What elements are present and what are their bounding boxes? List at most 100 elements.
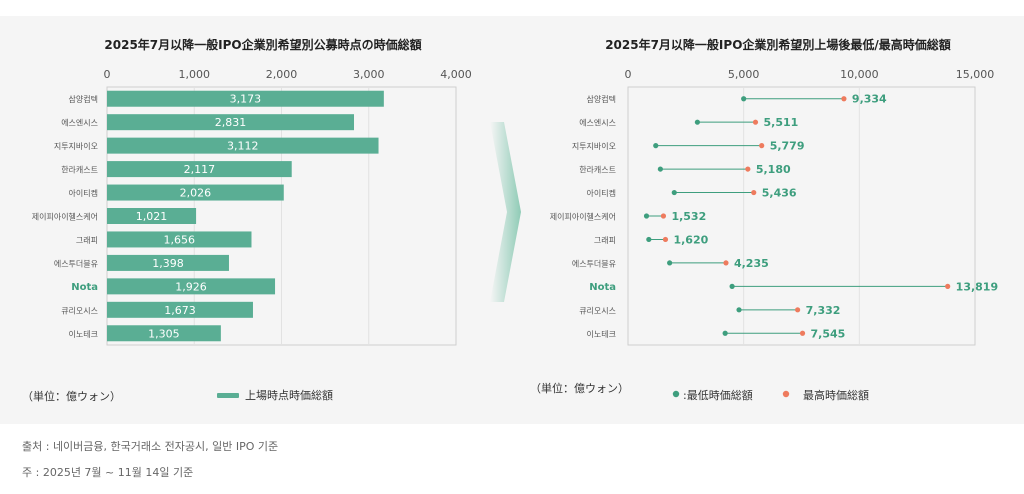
right-unit-label: （単位：億ウォン）: [530, 381, 629, 395]
min-dot: [657, 166, 663, 172]
max-dot: [745, 166, 751, 172]
category-label: Nota: [71, 282, 98, 293]
max-dot: [841, 96, 847, 102]
x-tick-label: 2,000: [266, 68, 298, 81]
min-dot: [643, 213, 650, 219]
left-bars: 3,173 2,831 3,112 2,117 2,026 1,021 1,656 1,398…: [107, 90, 384, 342]
category-label: 에스투더블유: [54, 258, 98, 268]
transition-arrow: [490, 122, 521, 302]
min-dot: [741, 96, 747, 102]
left-category-axis: 삼양컴텍에스엔시스지투지바이오한라캐스트아이티켐제이피아이헬스케어그래피에스투더…: [32, 94, 98, 339]
date-note: 주 : 2025년 7월 ~ 11월 14일 기준: [22, 466, 194, 479]
right-legend-max-dot: [782, 390, 790, 398]
min-dot: [722, 330, 728, 336]
category-label: 삼양컴텍: [587, 94, 616, 104]
category-label: 제이피아이헬스케어: [550, 212, 616, 222]
right-legend-min-dot: [672, 390, 680, 398]
left-unit-label: （単位：億ウォン）: [22, 389, 121, 403]
category-label: 그래피: [594, 236, 616, 245]
category-label: 한라캐스트: [579, 166, 616, 175]
min-dot: [646, 236, 652, 243]
x-tick-label: 3,000: [353, 68, 385, 81]
x-tick-label: 0: [625, 68, 632, 81]
bar: [107, 325, 221, 342]
max-value-label: 5,511: [763, 116, 798, 129]
left-chart-title: 2025年7月以降一般IPO企業別希望別公募時点の時価総額: [104, 37, 421, 52]
category-label: Nota: [589, 282, 616, 293]
right-chart: 2025年7月以降一般IPO企業別希望別上場後最低/最高時価総額 0 5,000 1…: [530, 37, 998, 402]
bar: [107, 254, 229, 271]
right-chart-title: 2025年7月以降一般IPO企業別希望別上場後最低/最高時価総額: [605, 37, 951, 52]
category-label: 큐리오시스: [61, 306, 98, 315]
bar-value-label: 1,926: [175, 280, 207, 293]
right-category-axis: 삼양컴텍에스엔시스지투지바이오한라캐스트아이티켐제이피아이헬스케어그래피에스투더…: [550, 94, 616, 339]
bar: [107, 184, 284, 201]
bar-value-label: 2,831: [215, 116, 247, 129]
bar: [107, 231, 252, 248]
source-note: 출처 : 네이버금융, 한국거래소 전자공시, 일반 IPO 기준: [22, 440, 279, 453]
max-dot: [751, 189, 757, 196]
bar-value-label: 1,021: [136, 210, 168, 223]
left-legend-label: 上場時点時価総額: [245, 388, 333, 402]
category-label: 큐리오시스: [579, 306, 616, 315]
x-tick-label: 10,000: [840, 68, 879, 81]
bar: [107, 278, 276, 295]
category-label: 지투지바이오: [572, 141, 616, 151]
bar: [107, 301, 253, 318]
max-value-label: 5,779: [770, 140, 805, 153]
right-x-axis: 0 5,000 10,000 15,000: [625, 68, 995, 345]
max-value-label: 1,532: [671, 210, 706, 223]
max-value-label: 7,545: [811, 327, 846, 340]
x-tick-label: 0: [104, 68, 111, 81]
max-dot: [660, 213, 667, 219]
category-label: 에스엔시스: [61, 118, 98, 128]
left-legend-swatch: [217, 393, 239, 398]
max-dot: [799, 330, 806, 336]
category-label: 한라캐스트: [61, 166, 98, 175]
max-dot: [759, 143, 765, 149]
bar: [107, 137, 379, 154]
min-dot: [667, 260, 673, 266]
x-tick-label: 1,000: [179, 68, 211, 81]
max-dot: [662, 236, 669, 243]
bar-value-label: 2,117: [184, 163, 216, 176]
category-label: 에스엔시스: [579, 118, 616, 128]
right-legend-max-label: 最高時価総額: [803, 388, 869, 402]
bar-value-label: 1,656: [163, 233, 195, 246]
max-value-label: 4,235: [734, 257, 769, 270]
x-tick-label: 5,000: [728, 68, 760, 81]
category-label: 제이피아이헬스케어: [32, 212, 98, 222]
category-label: 이노테크: [587, 329, 616, 339]
max-dot: [945, 283, 951, 289]
min-dot: [671, 189, 677, 196]
max-dot: [752, 119, 759, 125]
category-label: 아이티켐: [587, 188, 616, 198]
bar-value-label: 1,305: [148, 327, 180, 340]
category-label: 그래피: [76, 236, 98, 245]
category-label: 이노테크: [69, 329, 98, 339]
right-plot-frame: [627, 86, 976, 346]
bar-value-label: 1,398: [152, 257, 184, 270]
bar: [107, 208, 197, 224]
x-tick-label: 15,000: [956, 68, 995, 81]
category-label: 삼양컴텍: [69, 94, 98, 104]
bar-value-label: 1,673: [164, 304, 196, 317]
min-dot: [694, 119, 701, 125]
category-label: 에스투더블유: [572, 258, 616, 268]
max-value-label: 1,620: [673, 233, 708, 246]
bar: [107, 90, 384, 107]
min-dot: [736, 307, 742, 313]
max-value-label: 7,332: [806, 304, 841, 317]
max-dot: [795, 307, 801, 313]
max-value-label: 5,180: [756, 163, 791, 176]
min-dot: [653, 143, 659, 149]
max-dot: [723, 260, 729, 266]
max-value-label: 13,819: [956, 280, 998, 293]
bar: [107, 114, 355, 131]
min-dot: [729, 283, 735, 289]
category-label: 아이티켐: [69, 188, 98, 198]
category-label: 지투지바이오: [54, 141, 98, 151]
bar-value-label: 3,173: [230, 93, 262, 106]
max-value-label: 9,334: [852, 93, 887, 106]
